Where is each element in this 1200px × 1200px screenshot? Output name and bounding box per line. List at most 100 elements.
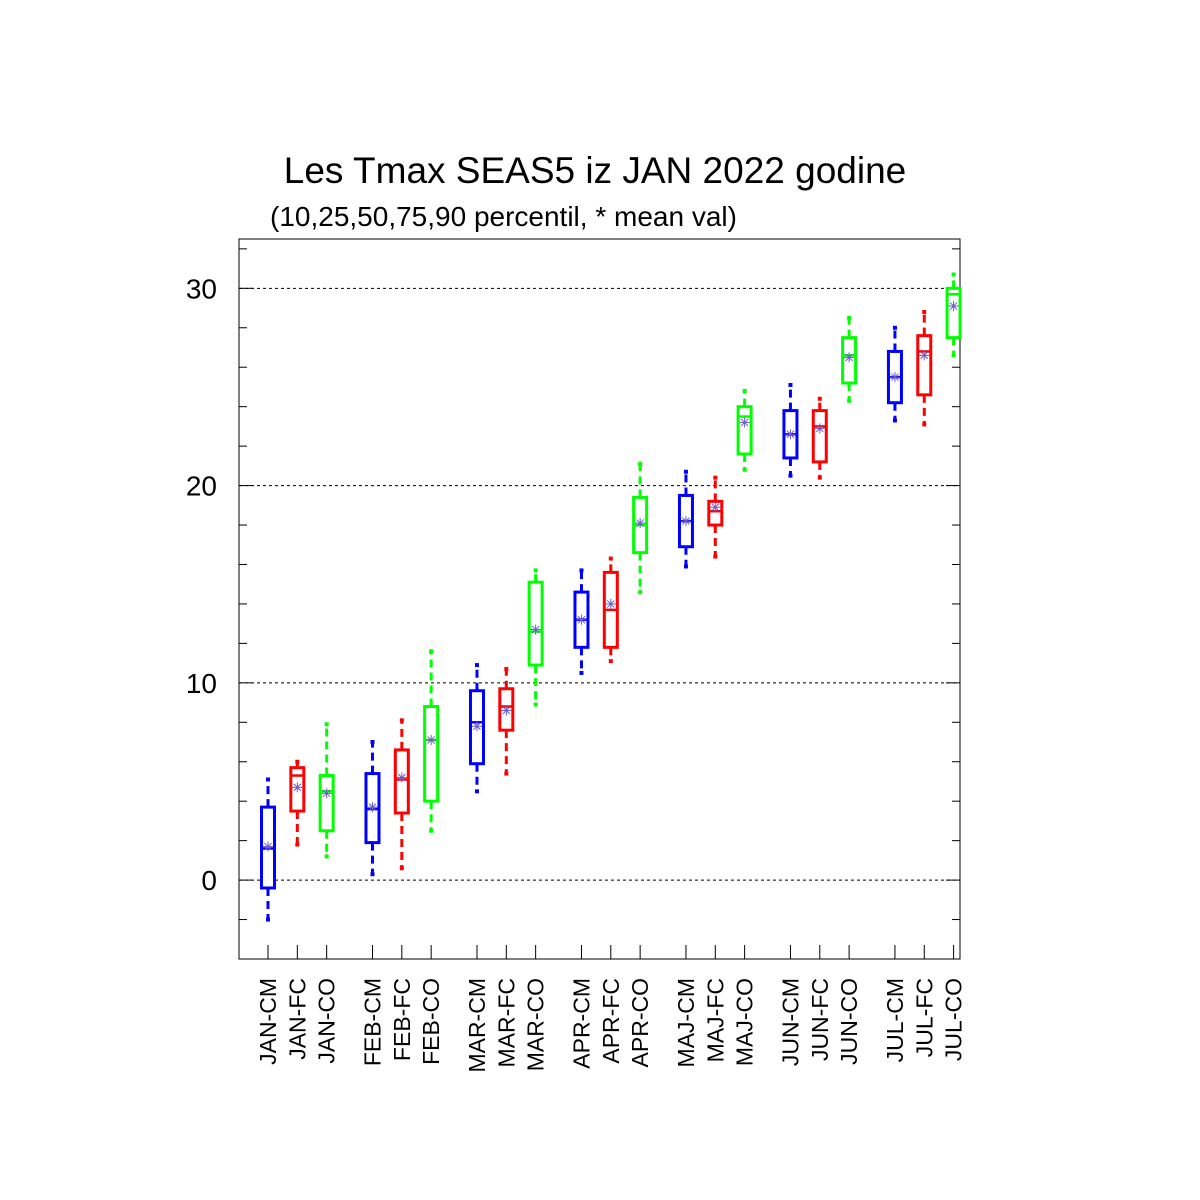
mean-stroke [473,722,481,731]
mean-stroke [322,789,331,798]
mean-stroke [427,736,436,744]
box-apr-co [632,461,649,595]
mean-stroke [577,615,586,624]
mean-marker [739,417,750,428]
box-iqr [527,580,544,667]
mean-marker [263,841,273,852]
mean-stroke [949,302,958,310]
box-iqr [423,705,440,803]
box-mar-fc [498,667,515,776]
mean-stroke [786,430,795,439]
mean-stroke [264,842,272,851]
mean-stroke [845,353,853,362]
mean-marker [710,502,721,513]
mean-marker [367,802,378,813]
box-iqr [318,774,335,833]
mean-stroke [920,351,929,360]
mean-marker [889,372,900,383]
plot-frame [238,238,961,960]
x-tick-label: JUL-CM [882,978,908,1062]
grid-layer [239,287,960,881]
x-tick-label: MAJ-FC [702,978,728,1062]
box-apr-fc [602,556,619,664]
mean-marker [605,598,616,609]
mean-marker [948,301,959,312]
x-tick-label: JUN-CM [777,978,803,1066]
box-iqr [945,286,962,340]
box-feb-cm [364,740,381,877]
chart-title: Les Tmax SEAS5 iz JAN 2022 godine [283,150,907,191]
x-tick-label: JUL-CO [941,978,967,1061]
x-tick-label: FEB-FC [389,978,415,1061]
box-jul-cm [886,325,903,423]
box-feb-fc [393,718,410,871]
x-tick-label: MAR-CO [523,978,549,1071]
x-tick-label: JUN-FC [807,978,833,1061]
box-maj-cm [677,469,694,569]
x-tick-label: MAJ-CO [732,978,758,1066]
mean-stroke [293,783,302,792]
mean-stroke [682,517,690,525]
x-tick-label: JUL-FC [911,978,937,1057]
x-tick-label: MAR-FC [493,978,519,1067]
box-layer [260,272,962,922]
x-tick-label: JAN-FC [284,978,310,1060]
label-layer: 0 10 20 30 JAN-CM JAN-FC JAN-CO FEB-CM FEB-FC FEB… [186,273,967,1072]
mean-marker [321,788,332,799]
x-tick-label: FEB-CO [418,978,444,1065]
x-tick-label: MAR-CM [464,978,490,1073]
y-tick-label: 20 [186,471,217,502]
box-jan-co [318,722,335,859]
mean-marker [292,782,303,793]
mean-marker [680,516,691,527]
x-tick-label: JAN-CM [255,978,281,1065]
mean-stroke [815,424,824,433]
y-tick-label: 30 [186,273,217,304]
box-jul-fc [916,309,933,427]
box-mar-cm [468,663,485,794]
x-tick-label: APR-CO [627,978,653,1067]
mean-marker [426,735,437,746]
mean-stroke [711,503,720,512]
mean-stroke [636,519,644,527]
mean-marker [471,721,482,732]
mean-stroke [502,706,511,715]
x-tick-label: JAN-CO [314,978,340,1064]
mean-marker [501,705,512,716]
box-maj-fc [707,475,724,559]
box-feb-co [423,649,440,833]
mean-stroke [368,803,377,811]
box-maj-co [736,388,753,472]
mean-stroke [606,600,615,608]
box-iqr [736,405,753,456]
mean-marker [635,518,646,529]
mean-marker [530,624,541,635]
y-tick-label: 0 [201,865,217,896]
box-jan-cm [260,777,276,922]
box-jan-fc [289,759,306,847]
x-tick-label: JUN-CO [836,978,862,1065]
box-jun-cm [782,382,799,478]
box-mar-co [527,568,544,707]
mean-stroke [531,625,540,634]
box-jul-co [945,272,962,358]
x-tick-label: MAJ-CM [673,978,699,1067]
chart-subtitle: (10,25,50,75,90 percentil, * mean val) [270,201,737,232]
mean-marker [785,429,796,440]
x-tick-label: FEB-CM [359,978,385,1066]
mean-marker [396,772,407,783]
mean-marker [576,614,587,625]
y-tick-label: 10 [186,668,217,699]
mean-stroke [740,418,749,427]
mean-marker [814,423,825,434]
mean-stroke [397,773,406,782]
box-jun-fc [811,396,828,480]
mean-stroke [891,373,899,381]
box-iqr [916,334,933,397]
axis-layer [238,238,961,960]
x-tick-label: APR-FC [598,978,624,1064]
box-iqr [811,409,828,464]
box-jun-co [841,315,858,403]
